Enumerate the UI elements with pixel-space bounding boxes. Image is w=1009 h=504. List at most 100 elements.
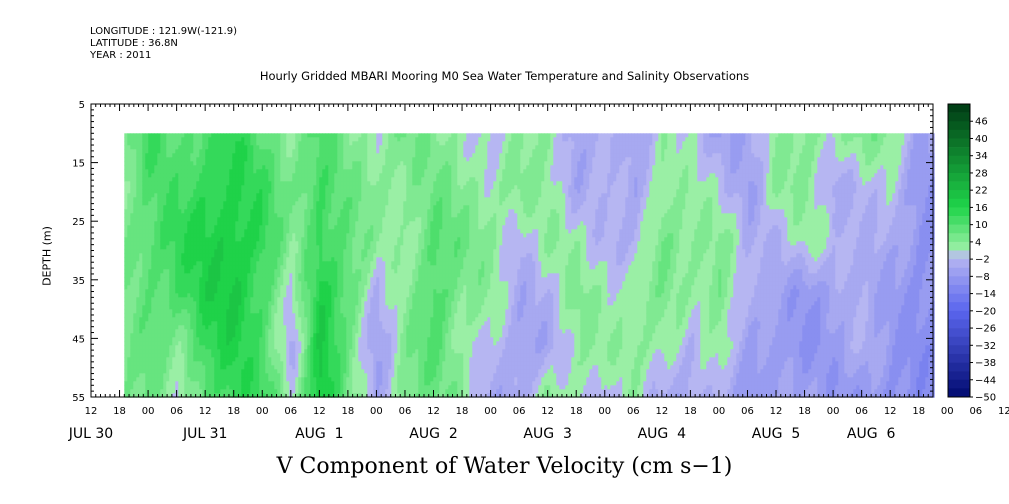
heatmap-cell: [226, 265, 230, 270]
heatmap-cell: [346, 217, 350, 222]
heatmap-cell: [277, 173, 281, 178]
heatmap-cell: [319, 281, 323, 286]
heatmap-cell: [328, 353, 332, 358]
heatmap-cell: [283, 169, 287, 174]
heatmap-cell: [199, 133, 203, 138]
heatmap-cell: [253, 209, 257, 214]
heatmap-cell: [328, 333, 332, 338]
heatmap-cell: [202, 273, 206, 278]
heatmap-cell: [184, 345, 188, 350]
heatmap-cell: [325, 133, 329, 138]
heatmap-cell: [175, 289, 179, 294]
heatmap-cell: [220, 217, 224, 222]
heatmap-cell: [334, 165, 338, 170]
heatmap-cell: [214, 325, 218, 330]
heatmap-cell: [229, 213, 233, 218]
heatmap-cell: [349, 205, 353, 210]
heatmap-cell: [304, 309, 308, 314]
heatmap-cell: [331, 197, 335, 202]
heatmap-cell: [283, 217, 287, 222]
heatmap-cell: [322, 301, 326, 306]
heatmap-cell: [241, 361, 245, 366]
heatmap-cell: [193, 301, 197, 306]
heatmap-cell: [286, 241, 290, 246]
heatmap-cell: [325, 385, 329, 390]
heatmap-cell: [313, 173, 317, 178]
heatmap-cell: [271, 233, 275, 238]
heatmap-cell: [154, 297, 158, 302]
heatmap-cell: [217, 265, 221, 270]
heatmap-cell: [124, 185, 128, 190]
heatmap-cell: [265, 173, 269, 178]
heatmap-cell: [205, 253, 209, 258]
heatmap-cell: [268, 237, 272, 242]
heatmap-cell: [298, 353, 302, 358]
heatmap-cell: [184, 337, 188, 342]
heatmap-cell: [250, 185, 254, 190]
heatmap-cell: [319, 213, 323, 218]
heatmap-cell: [340, 257, 344, 262]
heatmap-cell: [154, 333, 158, 338]
heatmap-cell: [229, 313, 233, 318]
heatmap-cell: [349, 257, 353, 262]
heatmap-cell: [307, 297, 311, 302]
heatmap-cell: [223, 269, 227, 274]
heatmap-cell: [139, 145, 143, 150]
heatmap-cell: [343, 293, 347, 298]
heatmap-cell: [157, 221, 161, 226]
heatmap-cell: [322, 217, 326, 222]
heatmap-cell: [145, 373, 149, 378]
heatmap-cell: [163, 221, 167, 226]
heatmap-cell: [274, 285, 278, 290]
heatmap-cell: [289, 237, 293, 242]
heatmap-cell: [145, 357, 149, 362]
heatmap-cell: [160, 157, 164, 162]
heatmap-cell: [262, 289, 266, 294]
heatmap-cell: [223, 169, 227, 174]
heatmap-cell: [262, 181, 266, 186]
heatmap-cell: [211, 241, 215, 246]
heatmap-cell: [193, 341, 197, 346]
heatmap-cell: [328, 389, 332, 394]
heatmap-cell: [223, 325, 227, 330]
heatmap-cell: [328, 241, 332, 246]
heatmap-cell: [202, 301, 206, 306]
heatmap-cell: [250, 293, 254, 298]
heatmap-cell: [331, 157, 335, 162]
heatmap-cell: [238, 385, 242, 390]
heatmap-cell: [331, 293, 335, 298]
heatmap-cell: [199, 389, 203, 394]
heatmap-cell: [340, 285, 344, 290]
heatmap-cell: [292, 197, 296, 202]
heatmap-cell: [160, 261, 164, 266]
heatmap-cell: [280, 201, 284, 206]
heatmap-cell: [310, 181, 314, 186]
heatmap-cell: [190, 229, 194, 234]
heatmap-cell: [181, 361, 185, 366]
heatmap-cell: [250, 149, 254, 154]
heatmap-cell: [145, 185, 149, 190]
heatmap-cell: [211, 365, 215, 370]
heatmap-cell: [238, 349, 242, 354]
heatmap-cell: [304, 305, 308, 310]
heatmap-cell: [265, 133, 269, 138]
heatmap-cell: [142, 213, 146, 218]
heatmap-cell: [283, 185, 287, 190]
heatmap-cell: [163, 325, 167, 330]
heatmap-cell: [187, 305, 191, 310]
heatmap-cell: [235, 161, 239, 166]
heatmap-cell: [346, 365, 350, 370]
heatmap-cell: [322, 389, 326, 394]
heatmap-cell: [130, 137, 134, 142]
heatmap-cell: [268, 249, 272, 254]
heatmap-cell: [169, 297, 173, 302]
heatmap-cell: [265, 305, 269, 310]
heatmap-cell: [208, 377, 212, 382]
heatmap-cell: [193, 309, 197, 314]
heatmap-cell: [154, 217, 158, 222]
heatmap-cell: [229, 161, 233, 166]
heatmap-cell: [208, 369, 212, 374]
heatmap-cell: [145, 149, 149, 154]
heatmap-cell: [298, 145, 302, 150]
heatmap-cell: [301, 189, 305, 194]
